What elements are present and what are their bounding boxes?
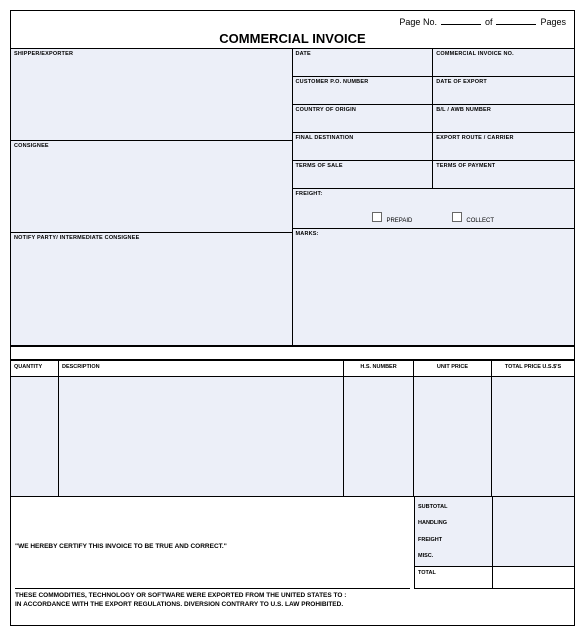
export-route-cell[interactable]: EXPORT ROUTE / CARRIER <box>433 133 574 160</box>
pages-label: Pages <box>540 17 566 27</box>
col-total-header: TOTAL PRICE U.S.$'S <box>492 361 574 376</box>
summary-block: SUBTOTAL HANDLING FREIGHT MISC. <box>414 497 574 567</box>
total-label: TOTAL <box>415 567 493 588</box>
prepaid-checkbox[interactable] <box>372 212 382 222</box>
certify-text: "WE HEREBY CERTIFY THIS INVOICE TO BE TR… <box>15 543 227 550</box>
lower-left: "WE HEREBY CERTIFY THIS INVOICE TO BE TR… <box>11 497 414 625</box>
handling-label: HANDLING <box>418 520 489 526</box>
final-dest-label: FINAL DESTINATION <box>293 133 433 143</box>
total-value[interactable] <box>493 567 574 588</box>
subtotal-label: SUBTOTAL <box>418 504 489 510</box>
desc-body-cell[interactable] <box>59 377 344 496</box>
date-label: DATE <box>293 49 433 59</box>
page-number-row: Page No. of Pages <box>399 15 566 27</box>
terms-payment-label: TERMS OF PAYMENT <box>433 161 574 171</box>
marks-label: MARKS: <box>293 229 575 239</box>
invoice-no-cell[interactable]: COMMERCIAL INVOICE NO. <box>433 49 574 76</box>
export-note-line2: IN ACCORDANCE WITH THE EXPORT REGULATION… <box>15 601 343 608</box>
prepaid-option: PREPAID <box>372 212 412 224</box>
page-no-field[interactable] <box>441 15 481 25</box>
terms-payment-cell[interactable]: TERMS OF PAYMENT <box>433 161 574 188</box>
bl-awb-cell[interactable]: B/L / AWB NUMBER <box>433 105 574 132</box>
of-label: of <box>485 17 493 27</box>
marks-cell[interactable]: MARKS: <box>293 229 575 345</box>
upper-left-column: SHIPPER/EXPORTER CONSIGNEE NOTIFY PARTY/… <box>11 49 293 345</box>
country-origin-cell[interactable]: COUNTRY OF ORIGIN <box>293 105 434 132</box>
freight-label: FREIGHT: <box>293 189 575 199</box>
export-route-label: EXPORT ROUTE / CARRIER <box>433 133 574 143</box>
shipper-cell[interactable]: SHIPPER/EXPORTER <box>11 49 292 141</box>
export-note-line1: THESE COMMODITIES, TECHNOLOGY OR SOFTWAR… <box>15 592 346 599</box>
terms-sale-label: TERMS OF SALE <box>293 161 433 171</box>
items-header-row: QUANTITY DESCRIPTION H.S. NUMBER UNIT PR… <box>11 361 574 377</box>
freight-summary-label: FREIGHT <box>418 537 489 543</box>
customer-po-label: CUSTOMER P.O. NUMBER <box>293 77 433 87</box>
date-export-label: DATE OF EXPORT <box>433 77 574 87</box>
col-unit-header: UNIT PRICE <box>414 361 492 376</box>
collect-option: COLLECT <box>452 212 494 224</box>
items-body <box>11 377 574 497</box>
consignee-cell[interactable]: CONSIGNEE <box>11 141 292 233</box>
notify-label: NOTIFY PARTY/ INTERMEDIATE CONSIGNEE <box>11 233 292 243</box>
total-row: TOTAL <box>414 567 574 589</box>
date-cell[interactable]: DATE <box>293 49 434 76</box>
bl-awb-label: B/L / AWB NUMBER <box>433 105 574 115</box>
hs-body-cell[interactable] <box>344 377 414 496</box>
col-qty-header: QUANTITY <box>11 361 59 376</box>
invoice-no-label: COMMERCIAL INVOICE NO. <box>433 49 574 59</box>
summary-values[interactable] <box>493 497 574 566</box>
collect-label: COLLECT <box>466 218 494 224</box>
export-note: THESE COMMODITIES, TECHNOLOGY OR SOFTWAR… <box>15 588 410 609</box>
lower-section: "WE HEREBY CERTIFY THIS INVOICE TO BE TR… <box>11 497 574 625</box>
country-origin-label: COUNTRY OF ORIGIN <box>293 105 433 115</box>
final-dest-cell[interactable]: FINAL DESTINATION <box>293 133 434 160</box>
misc-label: MISC. <box>418 553 489 559</box>
unit-body-cell[interactable] <box>414 377 492 496</box>
col-desc-header: DESCRIPTION <box>59 361 344 376</box>
upper-right-column: DATE COMMERCIAL INVOICE NO. CUSTOMER P.O… <box>293 49 575 345</box>
lower-right: SUBTOTAL HANDLING FREIGHT MISC. TOTAL <box>414 497 574 625</box>
qty-body-cell[interactable] <box>11 377 59 496</box>
total-body-cell[interactable] <box>492 377 574 496</box>
date-export-cell[interactable]: DATE OF EXPORT <box>433 77 574 104</box>
page-total-field[interactable] <box>496 15 536 25</box>
customer-po-cell[interactable]: CUSTOMER P.O. NUMBER <box>293 77 434 104</box>
shipper-label: SHIPPER/EXPORTER <box>11 49 292 59</box>
summary-labels: SUBTOTAL HANDLING FREIGHT MISC. <box>415 497 493 566</box>
invoice-frame: Page No. of Pages COMMERCIAL INVOICE SHI… <box>10 10 575 626</box>
freight-cell: FREIGHT: PREPAID COLLECT <box>293 189 575 229</box>
consignee-label: CONSIGNEE <box>11 141 292 151</box>
collect-checkbox[interactable] <box>452 212 462 222</box>
gap-bar <box>11 347 574 361</box>
terms-sale-cell[interactable]: TERMS OF SALE <box>293 161 434 188</box>
upper-section: SHIPPER/EXPORTER CONSIGNEE NOTIFY PARTY/… <box>11 49 574 347</box>
notify-cell[interactable]: NOTIFY PARTY/ INTERMEDIATE CONSIGNEE <box>11 233 292 345</box>
col-hs-header: H.S. NUMBER <box>344 361 414 376</box>
prepaid-label: PREPAID <box>386 218 412 224</box>
page-no-label: Page No. <box>399 17 437 27</box>
document-title: COMMERCIAL INVOICE <box>11 29 574 50</box>
